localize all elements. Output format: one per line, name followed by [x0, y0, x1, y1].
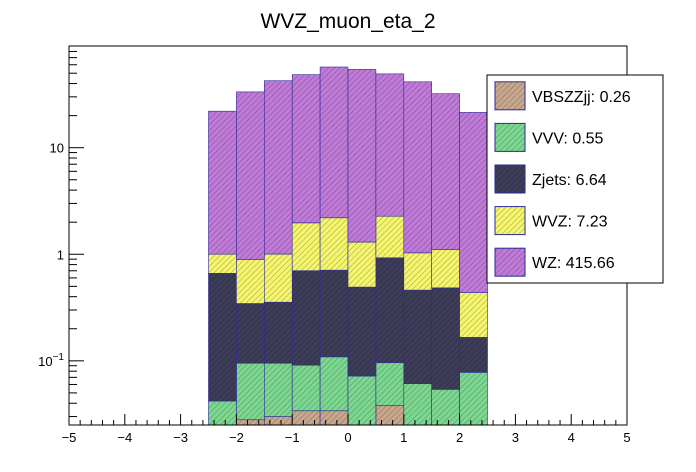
bar-wz-bin-7	[403, 81, 432, 254]
bar-vvv-bin-6	[375, 362, 405, 406]
bar-zjets-bin-4	[319, 269, 349, 358]
legend-swatch-wz	[494, 247, 526, 277]
bar-vvv-bin-4	[319, 356, 349, 412]
bar-wz-bin-1	[236, 91, 265, 260]
legend-swatch-wvz	[494, 206, 526, 236]
x-tick-label: −5	[62, 430, 77, 445]
bar-wz-bin-3	[291, 74, 321, 224]
bar-wz-bin-4	[319, 66, 349, 219]
bar-wvz-bin-6	[375, 215, 405, 259]
bar-vvv-bin-3	[291, 364, 321, 412]
x-tick-label: 1	[400, 430, 407, 445]
bar-wvz-bin-0	[208, 253, 237, 274]
bar-zjets-bin-1	[236, 303, 265, 364]
x-tick-label: −2	[229, 430, 244, 445]
x-tick-label: 4	[568, 430, 575, 445]
bar-vbszzjj-bin-2	[263, 416, 293, 426]
bar-wz-bin-9	[459, 112, 488, 293]
x-tick-label: 0	[344, 430, 351, 445]
bar-wvz-bin-1	[236, 259, 265, 304]
y-tick-label: 1	[57, 247, 64, 262]
bar-wvz-bin-5	[347, 241, 377, 288]
bar-vvv-bin-0	[208, 400, 237, 426]
legend-swatch-vbszzjj	[494, 81, 526, 111]
legend-entry-wz: WZ: 415.66	[532, 255, 615, 272]
bar-vbszzjj-bin-6	[375, 405, 405, 426]
bar-wvz-bin-8	[431, 249, 460, 289]
bar-vvv-bin-1	[236, 362, 265, 421]
legend-swatch-zjets	[494, 164, 526, 194]
legend: VBSZZjj: 0.26 VVV: 0.55 Zjets: 6.64 WVZ: 7.…	[486, 74, 664, 284]
legend-swatch-vvv	[494, 122, 526, 152]
bar-vvv-bin-7	[403, 383, 432, 426]
legend-entry-vbszzjj: VBSZZjj: 0.26	[532, 89, 631, 106]
y-tick-label: 10−1	[38, 352, 64, 369]
bar-vvv-bin-8	[431, 389, 460, 426]
bar-wz-bin-5	[347, 69, 377, 243]
axes: −5 −4 −3 −2 −1 0 1 2 3 4 5 10−1 1 10	[38, 45, 631, 445]
series-wz	[208, 66, 488, 293]
series-zjets	[208, 257, 488, 402]
bars-layer	[208, 66, 488, 426]
bar-zjets-bin-2	[263, 301, 293, 364]
y-tick-label: 10	[50, 141, 64, 156]
bar-vvv-bin-2	[263, 362, 293, 417]
bar-wvz-bin-9	[459, 292, 488, 338]
legend-entry-wvz: WVZ: 7.23	[532, 214, 608, 231]
x-tick-label: −3	[173, 430, 188, 445]
x-tick-label: −1	[285, 430, 300, 445]
x-tick-label: −4	[117, 430, 132, 445]
bar-vvv-bin-5	[347, 375, 377, 426]
legend-entry-vvv: VVV: 0.55	[532, 130, 604, 147]
bar-zjets-bin-9	[459, 337, 488, 373]
x-tick-label: 2	[456, 430, 463, 445]
bar-vbszzjj-bin-3	[291, 410, 321, 426]
legend-entry-zjets: Zjets: 6.64	[532, 172, 607, 189]
bar-zjets-bin-6	[375, 257, 405, 364]
series-vvv	[208, 356, 488, 426]
bar-wz-bin-0	[208, 110, 237, 255]
chart-title: WVZ_muon_eta_2	[260, 10, 435, 33]
bar-zjets-bin-5	[347, 286, 377, 377]
bar-zjets-bin-7	[403, 289, 432, 385]
x-tick-label: 5	[623, 430, 630, 445]
bar-zjets-bin-0	[208, 273, 237, 402]
bar-vbszzjj-bin-4	[319, 410, 349, 426]
bar-zjets-bin-3	[291, 270, 321, 366]
x-tick-label: 3	[512, 430, 519, 445]
bar-wz-bin-6	[375, 73, 405, 217]
bar-wvz-bin-4	[319, 217, 349, 271]
bar-vbszzjj-bin-1	[236, 419, 265, 426]
bar-wvz-bin-7	[403, 252, 432, 291]
bar-wz-bin-8	[431, 93, 460, 250]
bar-wz-bin-2	[263, 80, 293, 255]
bar-zjets-bin-8	[431, 287, 460, 390]
bar-vvv-bin-9	[459, 372, 488, 426]
bar-wvz-bin-2	[263, 253, 293, 303]
bar-wvz-bin-3	[291, 222, 321, 272]
